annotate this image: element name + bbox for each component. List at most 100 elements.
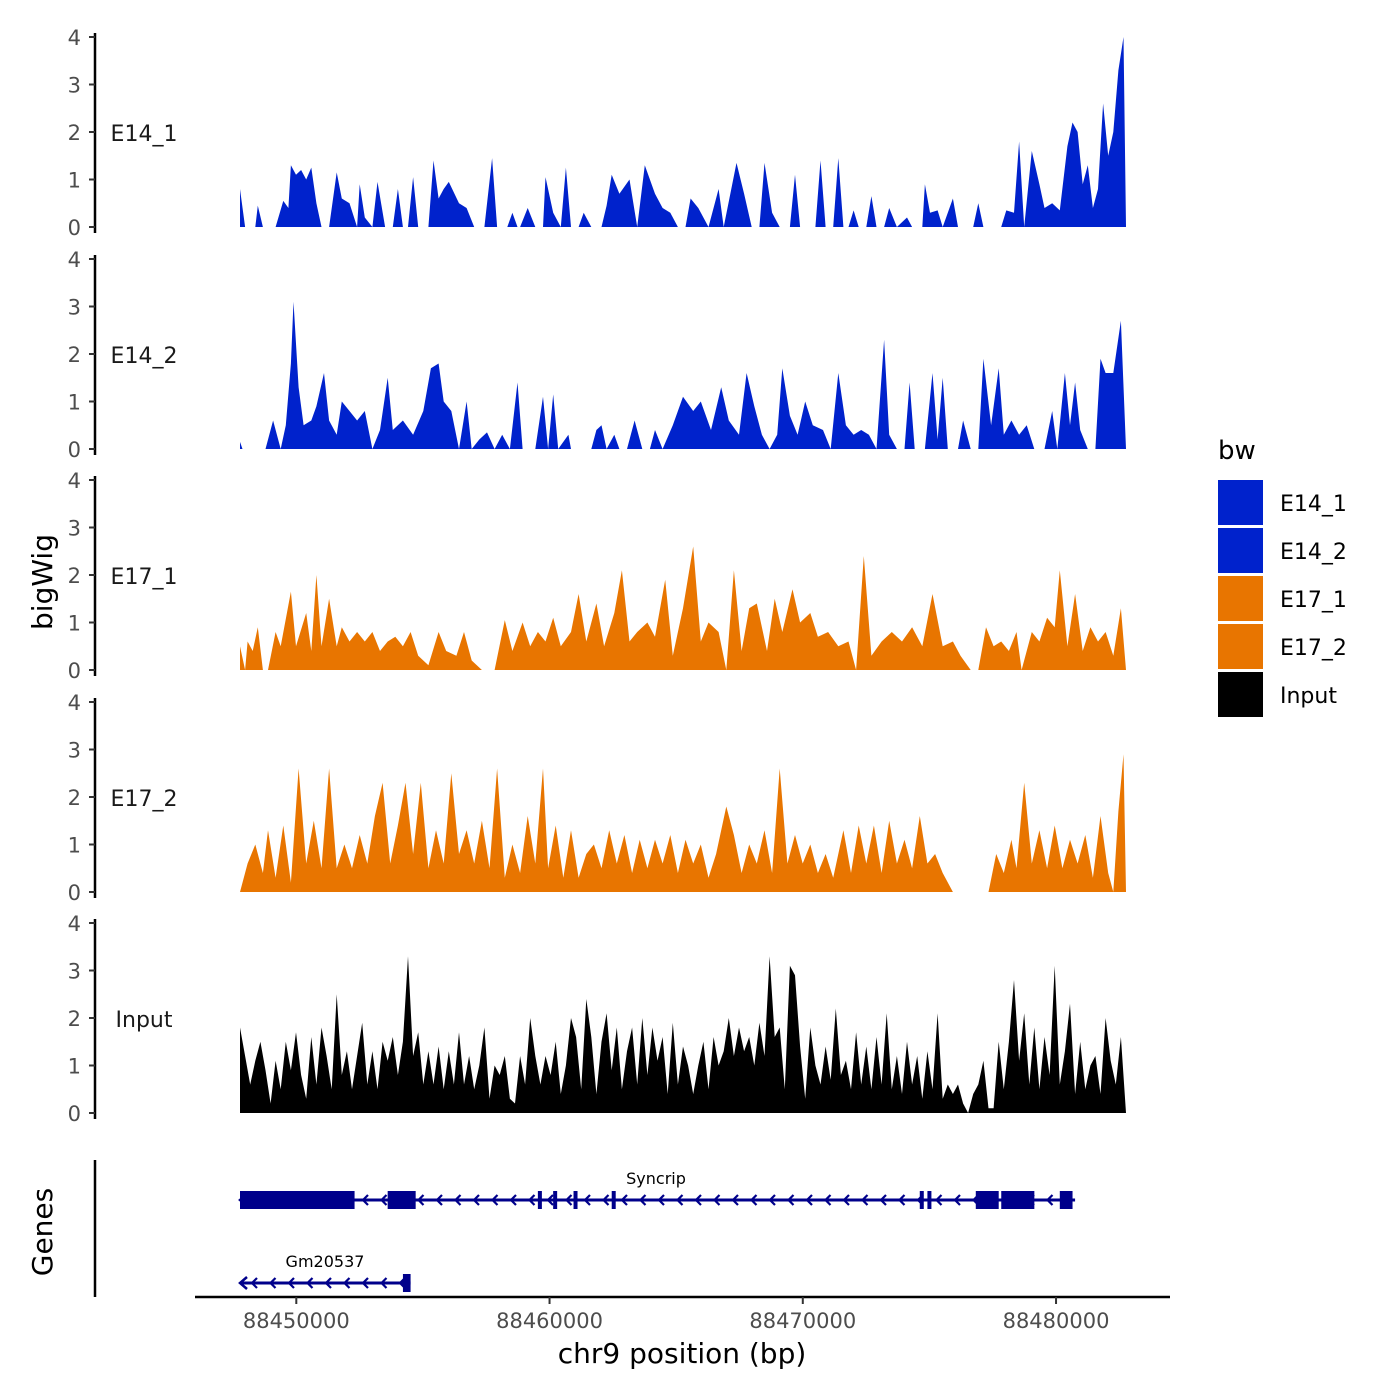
gene-label: Syncrip	[626, 1169, 686, 1188]
track-label: E14_2	[111, 344, 178, 369]
y-tick-label: 2	[68, 343, 81, 367]
legend-swatch	[1218, 528, 1263, 573]
strand-arrow	[749, 1194, 758, 1206]
strand-arrow	[268, 1277, 277, 1289]
y-tick-label: 4	[68, 469, 81, 493]
y-tick-label: 0	[68, 216, 81, 240]
legend-title: bw	[1218, 436, 1256, 466]
x-tick-label: 88470000	[749, 1309, 856, 1333]
gene-exon	[553, 1191, 558, 1209]
gene-exon	[1001, 1191, 1035, 1209]
y-tick-label: 1	[68, 391, 81, 415]
track-e17_1: 0 1 2 3 4 E17_1	[68, 469, 1126, 683]
track-input: 0 1 2 3 4 Input	[68, 912, 1126, 1126]
strand-arrow	[546, 1194, 554, 1206]
gene-gm20537: Gm20537	[238, 1252, 411, 1292]
y-tick-label: 0	[68, 881, 81, 905]
strand-arrow	[842, 1194, 850, 1206]
strand-arrow	[361, 1194, 369, 1206]
legend-label: Input	[1280, 684, 1337, 709]
coverage-area-e14_2	[240, 301, 1126, 449]
gene-label: Gm20537	[286, 1252, 365, 1271]
strand-arrow	[287, 1277, 295, 1289]
strand-arrow	[823, 1194, 832, 1206]
legend: bw E14_1 E14_2 E17_1 E17_2 Input	[1218, 436, 1347, 717]
coverage-tracks: 0 1 2 3 4 E14_1 0 1 2 3 4 E14_2 0 1 2 3 4 E17_1 0 1 2 3 4 E17_2…	[68, 26, 1126, 1126]
x-tick-label: 88460000	[496, 1309, 603, 1333]
strand-arrow	[805, 1194, 813, 1206]
coverage-area-e17_2	[240, 754, 1126, 892]
track-e14_1: 0 1 2 3 4 E14_1	[68, 26, 1126, 240]
y-tick-label: 1	[68, 1055, 81, 1079]
strand-arrow	[620, 1194, 628, 1206]
y-tick-label: 3	[68, 739, 81, 763]
y-tick-label: 2	[68, 564, 81, 588]
y-tick-label: 2	[68, 1007, 81, 1031]
y-tick-label: 3	[68, 960, 81, 984]
y-tick-label: 4	[68, 26, 81, 50]
strand-arrow	[472, 1194, 480, 1206]
y-tick-label: 3	[68, 74, 81, 98]
legend-item-e14_2: E14_2	[1218, 528, 1347, 573]
y-tick-label: 3	[68, 517, 81, 541]
strand-arrow	[509, 1194, 517, 1206]
strand-arrow	[712, 1194, 721, 1206]
strand-arrow	[527, 1194, 536, 1206]
strand-arrow	[305, 1277, 314, 1289]
legend-swatch	[1218, 576, 1263, 621]
y-tick-label: 4	[68, 912, 81, 936]
gene-exon	[927, 1191, 932, 1209]
y-tick-label: 2	[68, 786, 81, 810]
strand-arrow	[786, 1194, 795, 1206]
gene-exon	[387, 1191, 416, 1209]
gene-track: Syncrip Gm20537	[93, 1160, 1076, 1297]
gene-exon	[573, 1191, 578, 1209]
legend-item-e17_2: E17_2	[1218, 624, 1347, 669]
legend-label: E17_2	[1280, 636, 1347, 661]
y-axis-title: bigWig	[26, 534, 59, 630]
track-label: Input	[116, 1008, 173, 1033]
legend-swatch	[1218, 672, 1263, 717]
x-axis: 88450000 88460000 88470000 88480000	[195, 1295, 1170, 1333]
y-tick-label: 0	[68, 438, 81, 462]
y-tick-label: 4	[68, 248, 81, 272]
strand-arrow	[490, 1194, 499, 1206]
y-tick-label: 1	[68, 169, 81, 193]
y-tick-label: 3	[68, 296, 81, 320]
legend-label: E14_2	[1280, 540, 1347, 565]
gene-exon	[919, 1191, 924, 1209]
strand-arrow	[1045, 1194, 1054, 1206]
gene-exon	[1059, 1191, 1073, 1209]
strand-arrow	[453, 1194, 462, 1206]
strand-arrow	[379, 1277, 388, 1289]
y-tick-label: 0	[68, 659, 81, 683]
legend-label: E14_1	[1280, 492, 1347, 517]
strand-arrow	[238, 1276, 248, 1290]
strand-arrow	[638, 1194, 647, 1206]
strand-arrow	[564, 1194, 573, 1206]
strand-arrow	[694, 1194, 702, 1206]
y-tick-label: 4	[68, 691, 81, 715]
gene-exon	[537, 1191, 542, 1209]
strand-arrow	[601, 1194, 610, 1206]
strand-arrow	[953, 1194, 961, 1206]
x-tick-label: 88450000	[243, 1309, 350, 1333]
strand-arrow	[675, 1194, 684, 1206]
strand-arrow	[731, 1194, 739, 1206]
coverage-area-e17_1	[240, 546, 1126, 670]
legend-swatch	[1218, 624, 1263, 669]
y-tick-label: 1	[68, 834, 81, 858]
strand-arrow	[435, 1194, 443, 1206]
x-tick-label: 88480000	[1003, 1309, 1110, 1333]
x-axis-title: chr9 position (bp)	[558, 1337, 807, 1370]
strand-arrow	[250, 1277, 258, 1289]
coverage-area-input	[240, 956, 1126, 1113]
legend-swatch	[1218, 480, 1263, 525]
y-tick-label: 1	[68, 612, 81, 636]
legend-label: E17_1	[1280, 588, 1347, 613]
strand-arrow	[583, 1194, 591, 1206]
strand-arrow	[361, 1277, 369, 1289]
strand-arrow	[768, 1194, 776, 1206]
